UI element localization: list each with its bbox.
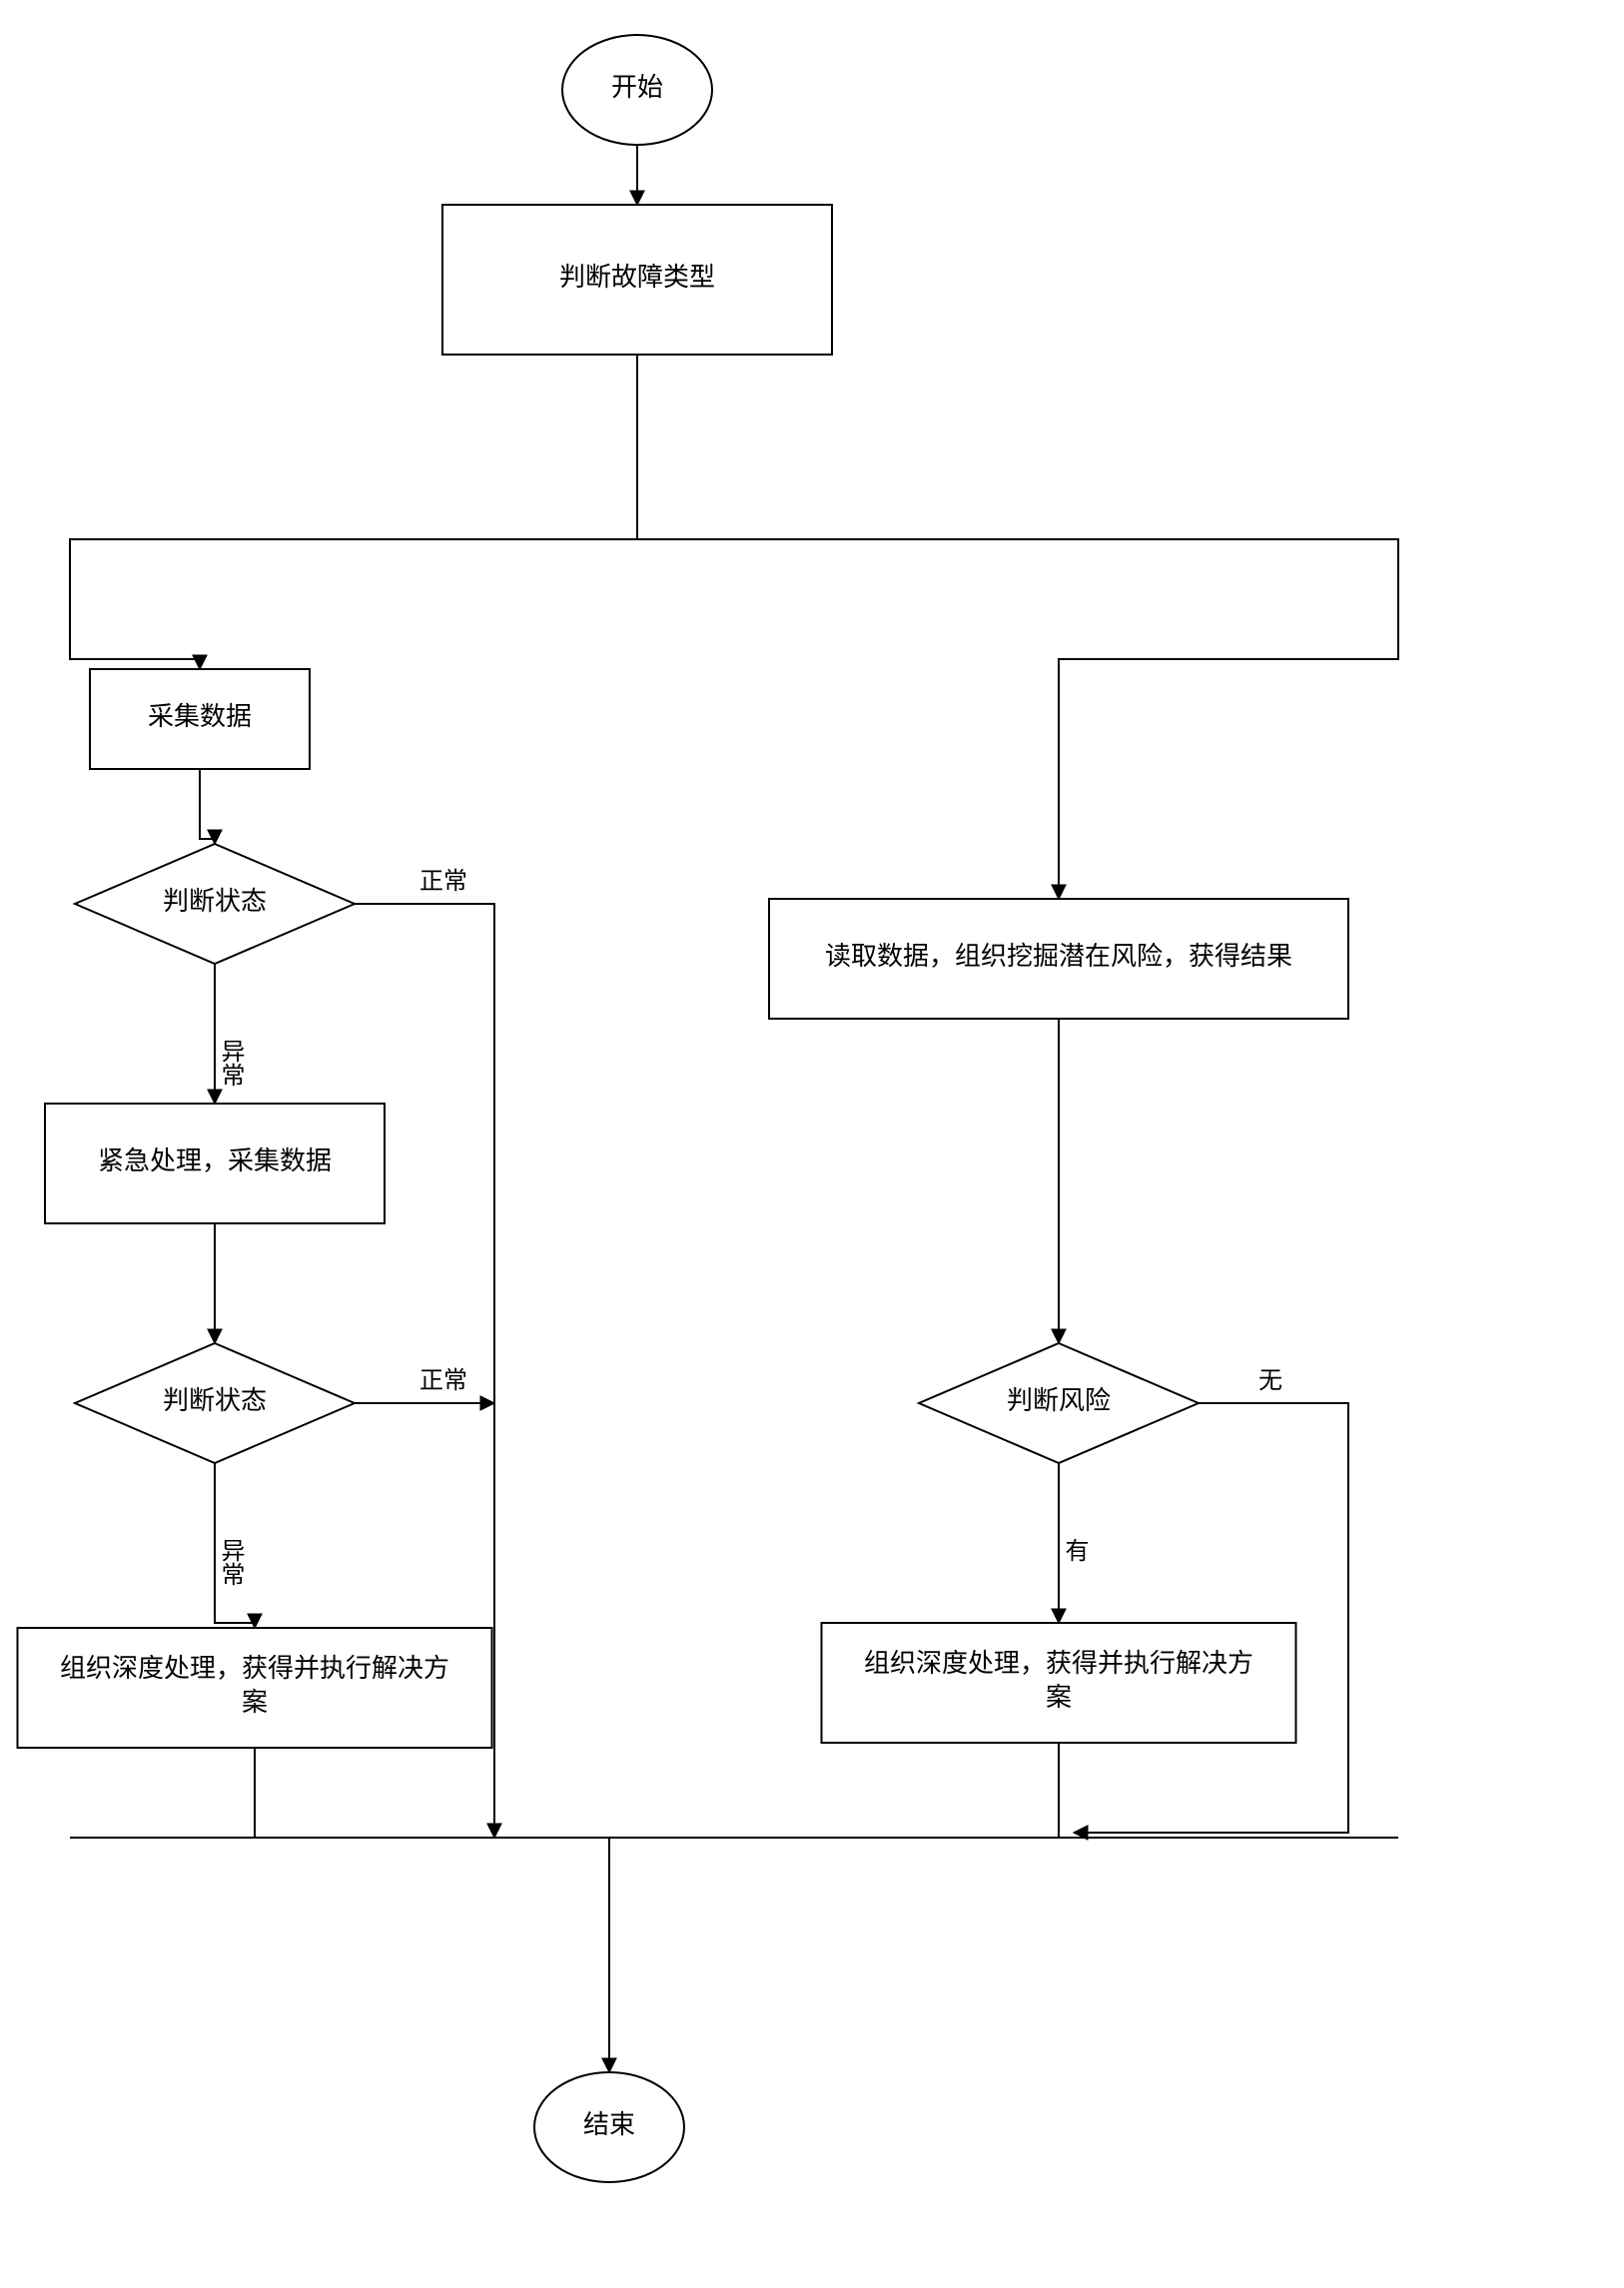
edge-label: 无: [1258, 1368, 1282, 1394]
svg-text:案: 案: [242, 1688, 268, 1717]
edge: [70, 539, 637, 669]
edge-label: 异常: [217, 1538, 244, 1586]
svg-text:读取数据，组织挖掘潜在风险，获得结果: 读取数据，组织挖掘潜在风险，获得结果: [825, 942, 1292, 971]
node-n1: 判断故障类型: [442, 205, 832, 355]
svg-text:判断状态: 判断状态: [163, 887, 267, 916]
node-d3: 判断风险: [919, 1343, 1199, 1463]
nodes-layer: 开始判断故障类型采集数据判断状态紧急处理，采集数据判断状态组织深度处理，获得并执…: [18, 35, 1349, 2182]
svg-text:紧急处理，采集数据: 紧急处理，采集数据: [98, 1146, 332, 1175]
node-n2: 采集数据: [90, 669, 310, 769]
node-n4: 组织深度处理，获得并执行解决方案: [18, 1628, 492, 1748]
node-start: 开始: [562, 35, 712, 145]
node-d2: 判断状态: [75, 1343, 355, 1463]
svg-text:案: 案: [1046, 1683, 1072, 1712]
svg-text:判断故障类型: 判断故障类型: [559, 263, 715, 292]
node-n6: 组织深度处理，获得并执行解决方案: [822, 1623, 1296, 1743]
node-end: 结束: [534, 2072, 684, 2182]
edge-label: 正常: [419, 868, 467, 895]
node-n3: 紧急处理，采集数据: [45, 1104, 385, 1223]
svg-text:组织深度处理，获得并执行解决方: 组织深度处理，获得并执行解决方: [60, 1654, 449, 1683]
flowchart-canvas: 正常异常正常异常无有 开始判断故障类型采集数据判断状态紧急处理，采集数据判断状态…: [0, 0, 1624, 2288]
edge-label: 有: [1061, 1538, 1089, 1562]
edge: [1074, 1403, 1348, 1833]
svg-text:判断状态: 判断状态: [163, 1386, 267, 1415]
svg-text:判断风险: 判断风险: [1007, 1386, 1111, 1415]
svg-text:开始: 开始: [611, 73, 663, 102]
edge-label: 异常: [217, 1039, 244, 1087]
node-d1: 判断状态: [75, 844, 355, 964]
node-n5: 读取数据，组织挖掘潜在风险，获得结果: [769, 899, 1348, 1019]
svg-text:组织深度处理，获得并执行解决方: 组织深度处理，获得并执行解决方: [864, 1649, 1253, 1678]
edge: [637, 539, 1398, 899]
edge-label: 正常: [419, 1367, 467, 1394]
svg-text:采集数据: 采集数据: [148, 702, 252, 731]
svg-text:结束: 结束: [583, 2110, 635, 2139]
edge: [200, 769, 215, 844]
